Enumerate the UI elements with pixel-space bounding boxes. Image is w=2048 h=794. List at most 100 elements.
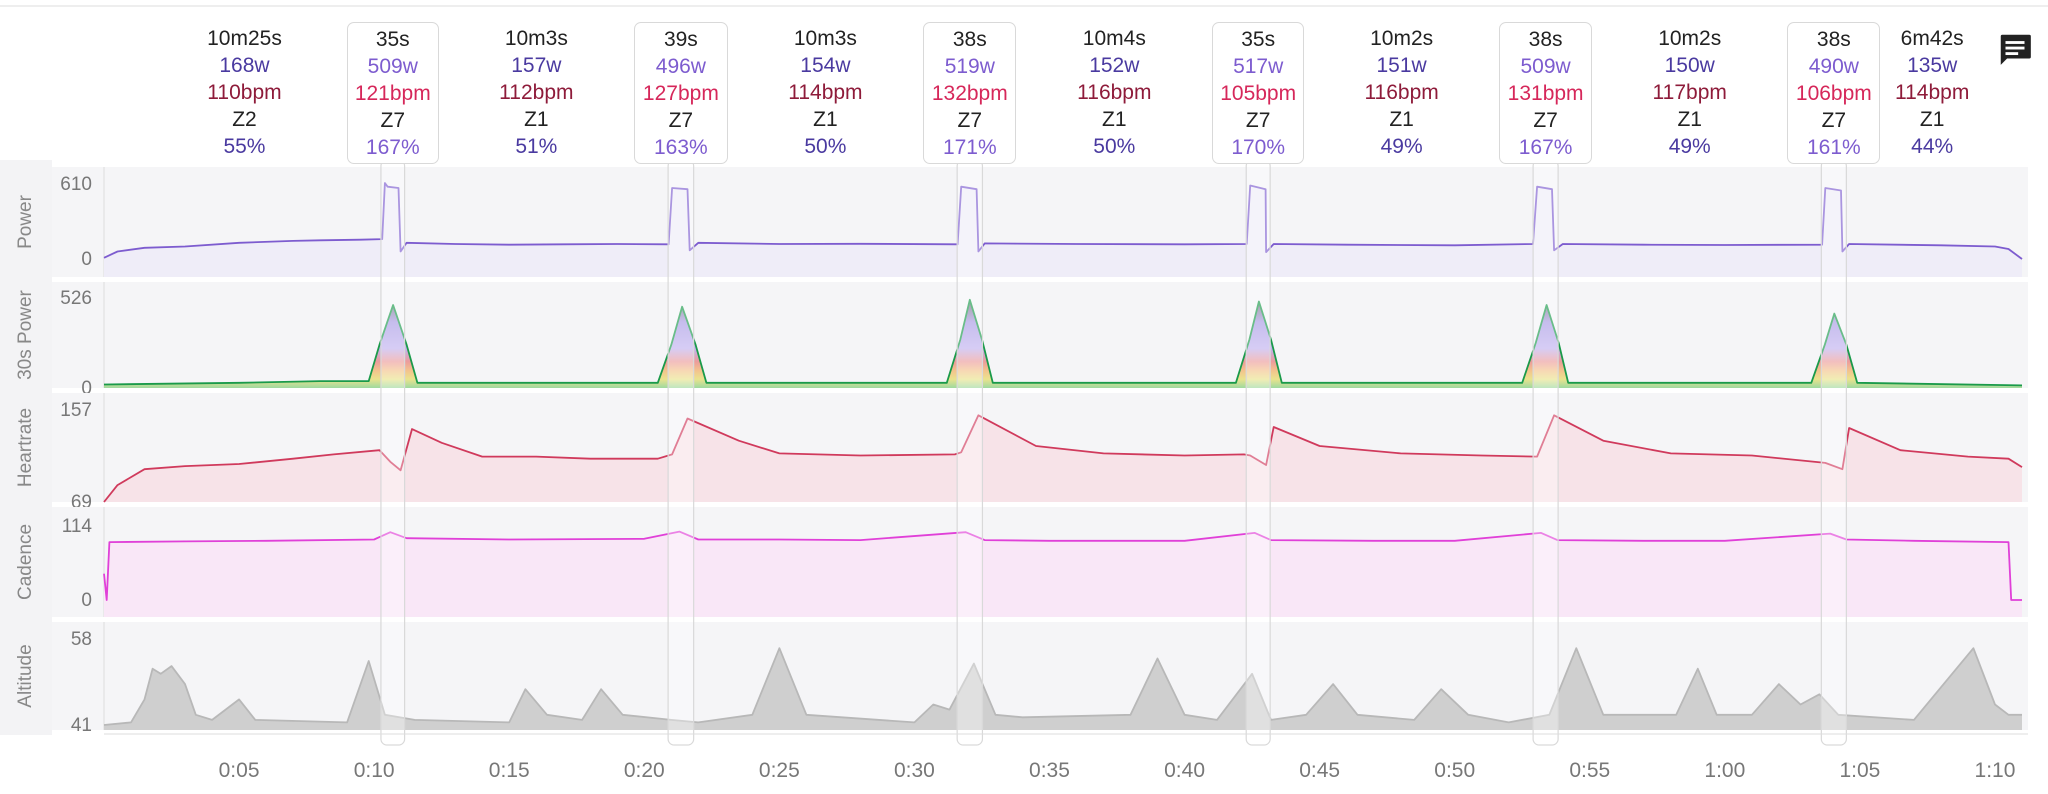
- interval-zone: Z1: [1919, 108, 1945, 131]
- interval-percent: 167%: [365, 136, 420, 159]
- interval-percent: 51%: [515, 135, 558, 158]
- interval-zone: Z7: [1821, 109, 1847, 132]
- interval-percent: 167%: [1518, 136, 1573, 159]
- x-tick-label: 0:15: [489, 759, 530, 782]
- interval-duration: 10m3s: [793, 27, 857, 50]
- interval-percent: 161%: [1806, 136, 1861, 159]
- interval-zone: Z1: [1102, 108, 1127, 131]
- work-interval-card[interactable]: 35s 517w 105bpm Z7 170%: [1212, 22, 1305, 164]
- interval-heartrate: 127bpm: [642, 82, 719, 105]
- interval-heartrate: 106bpm: [1795, 82, 1872, 105]
- interval-power: 168w: [219, 54, 270, 77]
- y-axis-label: Heartrate: [15, 408, 36, 487]
- interval-heartrate: 131bpm: [1507, 82, 1584, 105]
- x-tick-label: 0:20: [624, 759, 665, 782]
- interval-zone: Z7: [668, 109, 694, 132]
- interval-zone: Z7: [380, 109, 406, 132]
- x-tick-label: 1:05: [1839, 759, 1880, 782]
- series-cadence-line: [103, 530, 2022, 601]
- interval-duration: 35s: [1241, 28, 1276, 51]
- comment-icon: [2000, 34, 2031, 65]
- interval-duration: 10m2s: [1370, 27, 1434, 50]
- y-tick-label: 0: [81, 590, 92, 611]
- series-cadence-area: [104, 531, 2022, 617]
- comment-button[interactable]: [1996, 30, 2034, 68]
- interval-power: 519w: [944, 55, 995, 78]
- interval-heartrate: 110bpm: [207, 81, 282, 104]
- interval-zone: Z1: [1389, 108, 1414, 131]
- interval-power: 152w: [1089, 54, 1140, 77]
- interval-percent: 49%: [1380, 135, 1423, 158]
- interval-heartrate: 114bpm: [788, 81, 863, 104]
- interval-duration: 38s: [1528, 28, 1563, 51]
- work-interval-card[interactable]: 35s 509w 121bpm Z7 167%: [346, 22, 439, 164]
- y-tick-label: 610: [60, 174, 92, 195]
- interval-zone: Z7: [957, 109, 983, 132]
- interval-duration: 38s: [1816, 28, 1851, 51]
- interval-percent: 44%: [1911, 135, 1954, 158]
- recovery-interval-card[interactable]: 10m4s 152w 116bpm Z1 50%: [978, 22, 1250, 164]
- work-interval-highlight: [1532, 159, 1559, 746]
- work-interval-highlight: [956, 159, 984, 746]
- recovery-interval-card[interactable]: 10m2s 151w 116bpm Z1 49%: [1266, 22, 1537, 164]
- interval-power: 517w: [1233, 55, 1284, 78]
- interval-duration: 35s: [375, 28, 410, 51]
- interval-duration: 10m3s: [504, 27, 568, 50]
- x-tick-label: 1:00: [1704, 759, 1745, 782]
- interval-heartrate: 114bpm: [1894, 81, 1970, 104]
- interval-heartrate: 132bpm: [931, 82, 1008, 105]
- interval-power: 496w: [655, 55, 706, 78]
- x-tick-label: 0:05: [219, 759, 260, 782]
- y-axis-label: Cadence: [15, 524, 36, 600]
- interval-zone: Z2: [232, 108, 257, 131]
- interval-power: 135w: [1907, 54, 1958, 77]
- interval-zone: Z1: [813, 108, 838, 131]
- work-interval-card[interactable]: 38s 490w 106bpm Z7 161%: [1787, 22, 1881, 164]
- work-interval-card[interactable]: 39s 496w 127bpm Z7 163%: [634, 22, 728, 164]
- y-tick-label: 526: [60, 288, 92, 309]
- recovery-interval-card[interactable]: 6m42s 135w 114bpm Z1 44%: [1842, 22, 2022, 164]
- x-tick-label: 0:30: [894, 759, 935, 782]
- recovery-interval-card[interactable]: 10m3s 157w 112bpm Z1 51%: [401, 22, 672, 164]
- x-tick-label: 0:55: [1569, 759, 1610, 782]
- x-tick-label: 1:10: [1975, 759, 2016, 782]
- interval-percent: 170%: [1231, 136, 1286, 159]
- interval-percent: 55%: [223, 135, 266, 158]
- work-interval-card[interactable]: 38s 509w 131bpm Z7 167%: [1499, 22, 1593, 164]
- series-heartrate-line: [103, 414, 2023, 503]
- interval-heartrate: 121bpm: [354, 82, 431, 105]
- recovery-interval-card[interactable]: 10m3s 154w 114bpm Z1 50%: [690, 22, 961, 164]
- x-tick-label: 0:40: [1164, 759, 1205, 782]
- work-interval-card[interactable]: 38s 519w 132bpm Z7 171%: [923, 22, 1017, 164]
- work-interval-highlight: [1245, 159, 1271, 746]
- interval-percent: 163%: [654, 136, 708, 159]
- interval-heartrate: 116bpm: [1077, 81, 1152, 104]
- interval-heartrate: 112bpm: [499, 81, 574, 104]
- x-tick-label: 0:10: [354, 759, 395, 782]
- interval-power: 151w: [1376, 54, 1427, 77]
- y-axis-label: 30s Power: [15, 289, 36, 379]
- series-power-area: [104, 183, 2022, 277]
- label-gutter: [0, 160, 52, 735]
- y-tick-label: 114: [62, 516, 93, 537]
- work-interval-highlight: [1820, 159, 1847, 746]
- interval-zone: Z7: [1245, 109, 1271, 132]
- interval-percent: 50%: [1093, 135, 1136, 158]
- y-tick-label: 41: [71, 715, 92, 736]
- interval-duration: 38s: [952, 28, 987, 51]
- panel-bg: [52, 282, 2028, 388]
- interval-percent: 49%: [1668, 135, 1711, 158]
- x-tick-label: 0:35: [1029, 759, 1070, 782]
- panel-bg: [52, 622, 2028, 730]
- y-axis-label: Altitude: [15, 644, 36, 707]
- interval-power: 150w: [1664, 54, 1715, 77]
- y-axis-label: Power: [15, 194, 36, 249]
- y-tick-label: 0: [81, 378, 92, 399]
- interval-duration: 10m4s: [1082, 27, 1146, 50]
- interval-power: 509w: [1520, 55, 1571, 78]
- series-30s-power-line: [103, 298, 2023, 387]
- recovery-interval-card[interactable]: 10m25s 168w 110bpm Z2 55%: [104, 22, 385, 164]
- recovery-interval-card[interactable]: 10m2s 150w 117bpm Z1 49%: [1554, 22, 1825, 164]
- work-interval-highlight: [380, 159, 406, 746]
